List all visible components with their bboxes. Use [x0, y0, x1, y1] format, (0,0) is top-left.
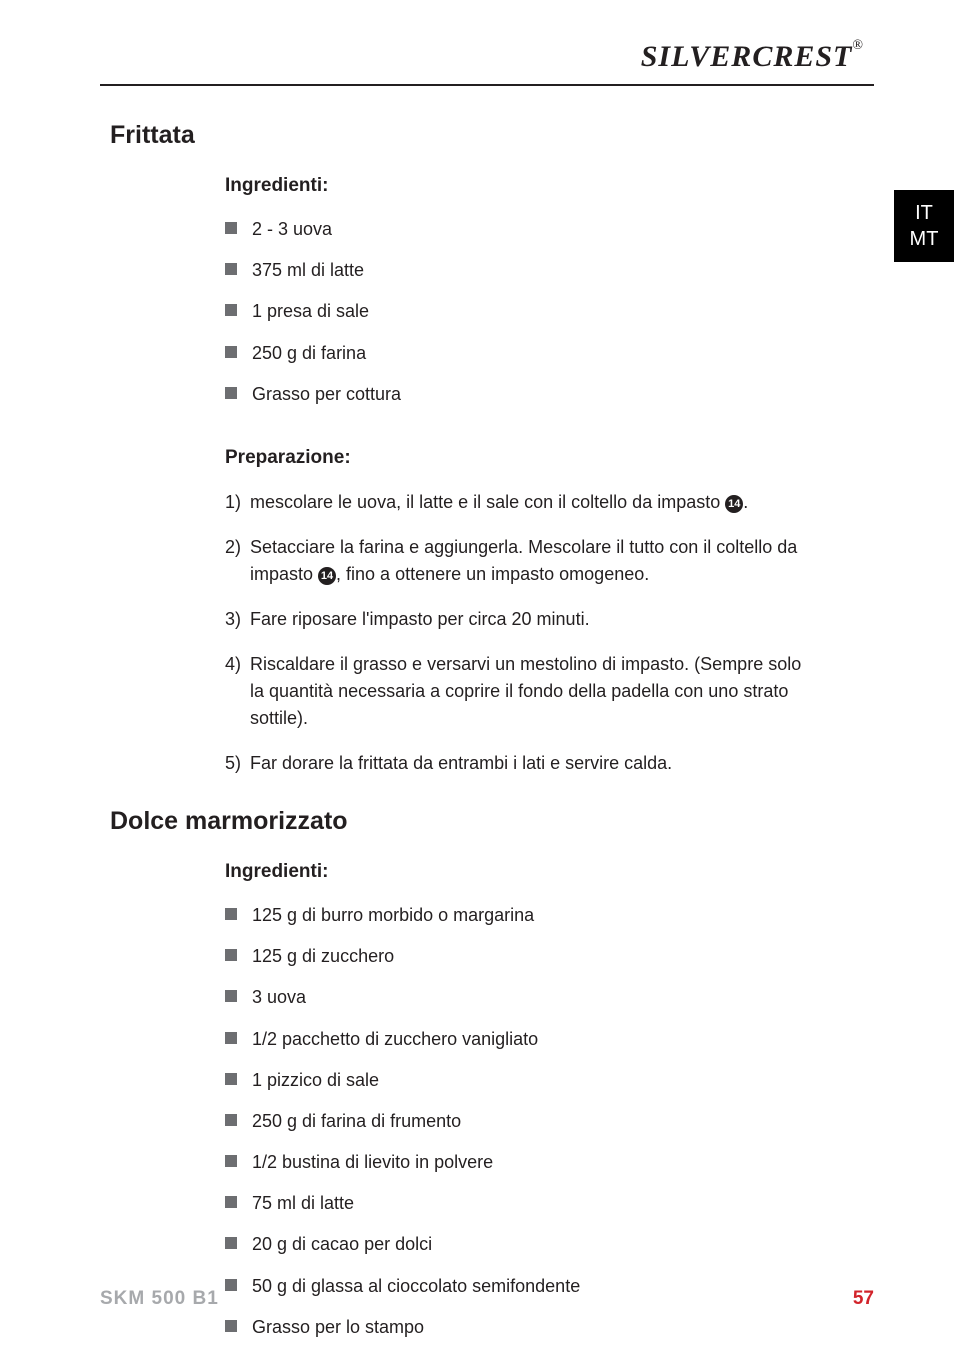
- step-number: 5): [225, 750, 250, 777]
- list-item: Grasso per cottura: [225, 382, 874, 407]
- list-item: 250 g di farina di frumento: [225, 1109, 874, 1134]
- list-item-text: 75 ml di latte: [252, 1191, 354, 1216]
- circled-reference-icon: 14: [318, 567, 336, 585]
- recipe-2-title: Dolce marmorizzato: [110, 807, 874, 836]
- brand-registered: ®: [852, 38, 864, 53]
- list-item: 3 uova: [225, 985, 874, 1010]
- list-item-text: 1 presa di sale: [252, 299, 369, 324]
- square-bullet-icon: [225, 222, 237, 234]
- list-item-text: 250 g di farina di frumento: [252, 1109, 461, 1134]
- list-item: 125 g di zucchero: [225, 944, 874, 969]
- list-item-text: 2 - 3 uova: [252, 217, 332, 242]
- step-text: Setacciare la farina e aggiungerla. Mesc…: [250, 534, 810, 588]
- list-item: 20 g di cacao per dolci: [225, 1232, 874, 1257]
- footer-model: SKM 500 B1: [100, 1288, 219, 1310]
- square-bullet-icon: [225, 1073, 237, 1085]
- list-item: 1/2 bustina di lievito in polvere: [225, 1150, 874, 1175]
- square-bullet-icon: [225, 304, 237, 316]
- list-item-text: 1/2 bustina di lievito in polvere: [252, 1150, 493, 1175]
- list-item-text: 125 g di burro morbido o margarina: [252, 903, 534, 928]
- list-item: 1/2 pacchetto di zucchero vanigliato: [225, 1027, 874, 1052]
- brand-logo: SILVERCREST®: [100, 40, 874, 84]
- brand-part1: SILVER: [641, 40, 753, 73]
- square-bullet-icon: [225, 908, 237, 920]
- step-item: 4)Riscaldare il grasso e versarvi un mes…: [225, 651, 874, 732]
- page: SILVERCREST® IT MT Frittata Ingredienti:…: [0, 0, 954, 1355]
- list-item: 1 presa di sale: [225, 299, 874, 324]
- step-text: mescolare le uova, il latte e il sale co…: [250, 489, 748, 516]
- square-bullet-icon: [225, 1155, 237, 1167]
- list-item-text: 375 ml di latte: [252, 258, 364, 283]
- list-item-text: 125 g di zucchero: [252, 944, 394, 969]
- step-item: 3)Fare riposare l'impasto per circa 20 m…: [225, 606, 874, 633]
- square-bullet-icon: [225, 387, 237, 399]
- page-footer: SKM 500 B1 57: [100, 1288, 874, 1310]
- content: Frittata Ingredienti: 2 - 3 uova 375 ml d…: [100, 121, 874, 1340]
- list-item-text: Grasso per lo stampo: [252, 1315, 424, 1340]
- step-item: 1)mescolare le uova, il latte e il sale …: [225, 489, 874, 516]
- list-item-text: 20 g di cacao per dolci: [252, 1232, 432, 1257]
- step-number: 2): [225, 534, 250, 561]
- footer-page-number: 57: [853, 1288, 874, 1310]
- list-item: Grasso per lo stampo: [225, 1315, 874, 1340]
- list-item: 2 - 3 uova: [225, 217, 874, 242]
- square-bullet-icon: [225, 1320, 237, 1332]
- square-bullet-icon: [225, 1032, 237, 1044]
- step-item: 2)Setacciare la farina e aggiungerla. Me…: [225, 534, 874, 588]
- language-tab: IT MT: [894, 190, 954, 262]
- square-bullet-icon: [225, 990, 237, 1002]
- recipe-1-prep-heading: Preparazione:: [225, 447, 874, 469]
- step-number: 4): [225, 651, 250, 678]
- list-item: 375 ml di latte: [225, 258, 874, 283]
- square-bullet-icon: [225, 949, 237, 961]
- square-bullet-icon: [225, 1196, 237, 1208]
- brand-part2: CREST: [752, 40, 852, 73]
- list-item-text: Grasso per cottura: [252, 382, 401, 407]
- square-bullet-icon: [225, 263, 237, 275]
- step-number: 1): [225, 489, 250, 516]
- square-bullet-icon: [225, 1237, 237, 1249]
- step-text: Fare riposare l'impasto per circa 20 min…: [250, 606, 590, 633]
- recipe-1-ingredients-heading: Ingredienti:: [225, 175, 874, 197]
- list-item-text: 1 pizzico di sale: [252, 1068, 379, 1093]
- step-text: Riscaldare il grasso e versarvi un mesto…: [250, 651, 810, 732]
- list-item-text: 3 uova: [252, 985, 306, 1010]
- list-item-text: 250 g di farina: [252, 341, 366, 366]
- recipe-1-title: Frittata: [110, 121, 874, 150]
- recipe-1-ingredients-list: 2 - 3 uova 375 ml di latte 1 presa di sale…: [225, 217, 874, 407]
- circled-reference-icon: 14: [725, 495, 743, 513]
- lang-line-1: IT: [894, 200, 954, 226]
- list-item-text: 1/2 pacchetto di zucchero vanigliato: [252, 1027, 538, 1052]
- recipe-1-steps-list: 1)mescolare le uova, il latte e il sale …: [225, 489, 874, 777]
- square-bullet-icon: [225, 346, 237, 358]
- step-item: 5)Far dorare la frittata da entrambi i l…: [225, 750, 874, 777]
- step-number: 3): [225, 606, 250, 633]
- list-item: 1 pizzico di sale: [225, 1068, 874, 1093]
- list-item: 250 g di farina: [225, 341, 874, 366]
- list-item: 75 ml di latte: [225, 1191, 874, 1216]
- header-rule: [100, 84, 874, 86]
- recipe-2-ingredients-heading: Ingredienti:: [225, 861, 874, 883]
- list-item: 125 g di burro morbido o margarina: [225, 903, 874, 928]
- square-bullet-icon: [225, 1114, 237, 1126]
- lang-line-2: MT: [894, 226, 954, 252]
- step-text: Far dorare la frittata da entrambi i lat…: [250, 750, 672, 777]
- recipe-2-ingredients-list: 125 g di burro morbido o margarina 125 g …: [225, 903, 874, 1340]
